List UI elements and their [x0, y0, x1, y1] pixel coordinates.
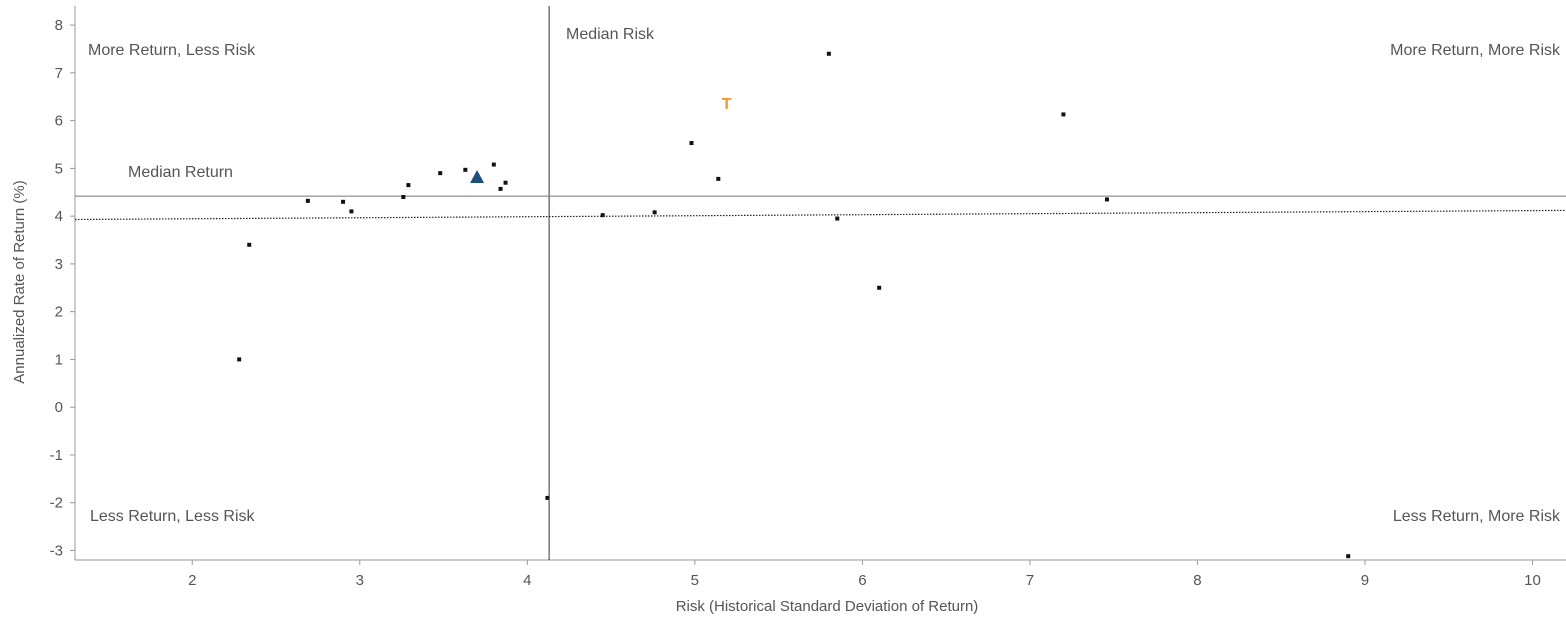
trend-line	[74, 209, 1566, 221]
x-tick-label: 4	[523, 572, 531, 589]
data-point	[1104, 197, 1109, 202]
y-tick-label: 2	[55, 304, 63, 321]
y-axis-ticks: 8 7 6 5 4 3 2 1 0 -1 -2 -3	[50, 17, 75, 559]
x-tick-label: 6	[858, 572, 866, 589]
x-axis-title: Risk (Historical Standard Deviation of R…	[676, 598, 979, 615]
data-point	[1346, 554, 1351, 559]
median-risk-label: Median Risk	[566, 26, 655, 43]
data-point	[247, 242, 252, 247]
data-point	[826, 51, 831, 56]
quadrant-label-bottom-right: Less Return, More Risk	[1393, 508, 1561, 525]
y-tick-label: 8	[55, 17, 63, 34]
data-point	[689, 141, 694, 146]
data-point	[652, 210, 657, 215]
y-tick-label: 3	[55, 256, 63, 273]
y-tick-label: -2	[50, 495, 63, 512]
x-tick-label: 3	[356, 572, 364, 589]
data-point	[349, 209, 354, 214]
data-point	[835, 216, 840, 221]
data-point	[406, 183, 411, 188]
y-tick-label: 6	[55, 113, 63, 130]
x-tick-label: 2	[188, 572, 196, 589]
x-tick-label: 5	[691, 572, 699, 589]
highlight-t-marker: T	[722, 96, 732, 113]
data-point	[305, 198, 310, 203]
y-axis-title: Annualized Rate of Return (%)	[11, 180, 28, 383]
quadrant-label-top-left: More Return, Less Risk	[88, 42, 256, 59]
y-tick-label: 5	[55, 160, 63, 177]
data-point	[716, 176, 721, 181]
x-tick-label: 7	[1026, 572, 1034, 589]
y-tick-label: -1	[50, 447, 63, 464]
quadrant-label-bottom-left: Less Return, Less Risk	[90, 508, 256, 525]
x-tick-label: 10	[1524, 572, 1541, 589]
data-point	[237, 357, 242, 362]
reference-lines	[74, 6, 1566, 561]
data-point	[877, 285, 882, 290]
data-point	[463, 167, 468, 172]
highlight-triangle-marker	[470, 169, 485, 183]
y-tick-label: 1	[55, 351, 63, 368]
data-point	[401, 195, 406, 200]
data-point	[1061, 112, 1066, 117]
data-point	[545, 495, 550, 500]
quadrant-label-top-right: More Return, More Risk	[1390, 42, 1561, 59]
data-point	[341, 199, 346, 204]
data-point	[600, 213, 605, 218]
y-tick-label: 7	[55, 65, 63, 82]
y-tick-label: 4	[55, 208, 63, 225]
data-point	[498, 186, 503, 191]
y-tick-label: -3	[50, 542, 63, 559]
data-point	[438, 171, 443, 176]
data-points: T	[237, 51, 1351, 559]
data-point	[503, 180, 508, 185]
x-tick-label: 9	[1361, 572, 1369, 589]
median-return-label: Median Return	[128, 164, 233, 181]
x-axis-ticks: 2 3 4 5 6 7 8 9 10	[188, 560, 1541, 589]
x-tick-label: 8	[1193, 572, 1201, 589]
y-tick-label: 0	[55, 399, 63, 416]
data-point	[491, 162, 496, 167]
